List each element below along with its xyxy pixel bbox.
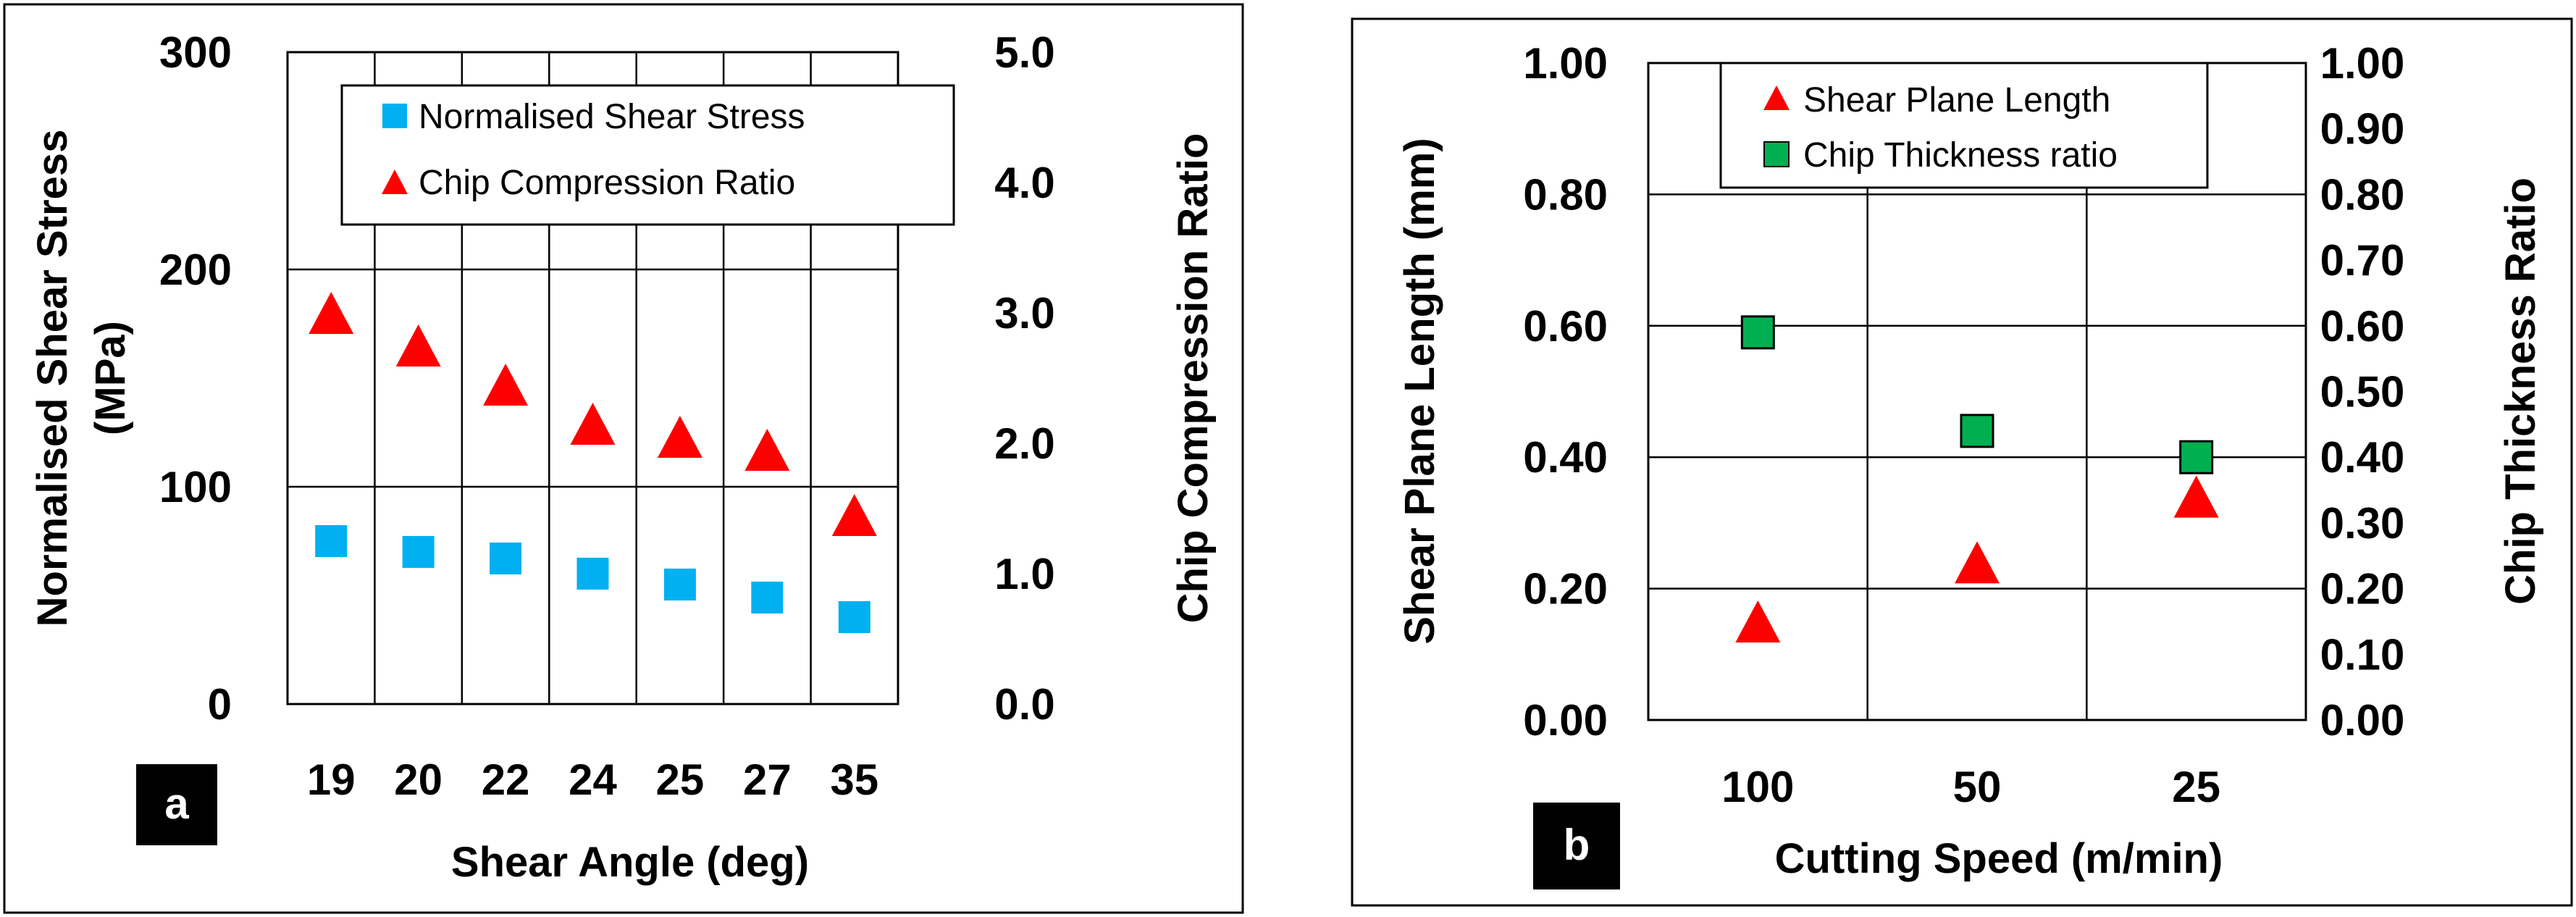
data-point-triangle (1735, 600, 1781, 642)
data-point-square (1740, 315, 1775, 350)
panel-a-legend-label-1: Normalised Shear Stress (419, 98, 805, 136)
panel-a-ylabel-line1: Normalised Shear Stress (29, 130, 76, 627)
data-point-square (751, 582, 784, 614)
panel-b-legend-box (1719, 62, 2209, 189)
x-tick-label: 100 (1721, 763, 1794, 811)
y2-tick-label: 0.40 (2320, 433, 2405, 482)
panel-a-legend-square-marker (382, 104, 407, 128)
panel-a-y2label: Chip Compression Ratio (1170, 133, 1217, 624)
y2-tick-label: 1.00 (2320, 39, 2405, 88)
data-point-square (1960, 414, 1994, 448)
panel-b-right-axis-ticks: 0.00 0.10 0.20 0.30 0.40 0.50 0.60 0.70 0.80 0.90… (2320, 39, 2405, 745)
y2-tick-label: 0.20 (2320, 565, 2405, 614)
panel-a-badge (136, 764, 217, 845)
y2-tick-label: 0.90 (2320, 105, 2405, 154)
y2-tick-label: 0.50 (2320, 368, 2405, 416)
data-point-triangle (395, 324, 441, 367)
panel-b-data-marks (1735, 315, 2219, 642)
panel-a-right-axis-ticks: 0.0 1.0 2.0 3.0 4.0 5.0 (994, 28, 1054, 729)
panel-b-badge (1533, 803, 1620, 889)
panel-b-xlabel: Cutting Speed (m/min) (1775, 835, 2223, 882)
data-point-triangle (309, 292, 354, 334)
x-tick-label: 50 (1953, 763, 2002, 811)
y-tick-label: 0 (208, 680, 232, 729)
data-point-square (838, 601, 870, 633)
panel-a-ylabel-line2: (MPa) (87, 321, 134, 435)
y2-tick-label: 0.0 (994, 680, 1054, 729)
x-tick-label: 24 (569, 755, 617, 804)
panel-a-left-axis-ticks: 0 100 200 300 (159, 28, 232, 729)
y-tick-label: 0.00 (1523, 696, 1608, 745)
panel-b-left-axis-ticks: 0.00 0.20 0.40 0.60 0.80 1.00 (1523, 39, 1608, 745)
panel-b-x-axis-ticks: 100 50 25 (1721, 763, 2220, 811)
y-tick-label: 200 (159, 246, 232, 294)
data-point-triangle (2173, 475, 2219, 518)
y2-tick-label: 0.80 (2320, 170, 2405, 219)
x-tick-label: 22 (482, 755, 530, 804)
y2-tick-label: 0.00 (2320, 696, 2405, 745)
panel-a-badge-label: a (164, 779, 189, 828)
chart-panel-b: 0.00 0.20 0.40 0.60 0.80 1.00 0.00 0.10 0.20 0.3… (1351, 17, 2573, 907)
y2-tick-label: 0.60 (2320, 302, 2405, 351)
y-tick-label: 0.60 (1523, 302, 1608, 351)
data-point-triangle (831, 494, 877, 536)
x-tick-label: 25 (656, 755, 705, 804)
x-tick-label: 35 (830, 755, 878, 804)
y-tick-label: 0.80 (1523, 170, 1608, 219)
y-tick-label: 1.00 (1523, 39, 1608, 88)
panel-b-badge-label: b (1564, 821, 1590, 869)
panel-b-legend-label-1: Shear Plane Length (1803, 81, 2110, 120)
y2-tick-label: 0.10 (2320, 630, 2405, 679)
data-point-square (315, 525, 348, 557)
data-point-square (2179, 440, 2214, 474)
y-tick-label: 100 (159, 463, 232, 511)
data-point-triangle (1955, 541, 2000, 584)
x-tick-label: 27 (743, 755, 792, 804)
panel-b-legend-triangle-marker (1763, 85, 1790, 110)
x-tick-label: 25 (2172, 763, 2220, 811)
y2-tick-label: 0.70 (2320, 236, 2405, 285)
x-tick-label: 20 (394, 755, 442, 804)
panel-a-legend: Normalised Shear Stress Chip Compression… (340, 84, 955, 226)
panel-a-plot-area (286, 51, 899, 705)
data-point-triangle (657, 416, 702, 458)
panel-a-x-axis-ticks: 19 20 22 24 25 27 35 (307, 755, 878, 804)
panel-b-y2label: Chip Thickness Ratio (2497, 177, 2544, 605)
data-point-square (490, 543, 522, 574)
panel-b-ylabel: Shear Plane Length (mm) (1396, 138, 1443, 644)
chart-panel-a: 0 100 200 300 0.0 1.0 2.0 3.0 4.0 5.0 19 20 22 24 25… (3, 3, 1244, 914)
y2-tick-label: 1.0 (994, 550, 1054, 598)
panel-b-legend-square-marker (1763, 141, 1790, 167)
panel-b-legend-label-2: Chip Thickness ratio (1803, 136, 2118, 175)
y-tick-label: 0.20 (1523, 565, 1608, 614)
data-point-triangle (483, 364, 529, 406)
y-tick-label: 300 (159, 28, 232, 77)
data-point-triangle (744, 429, 790, 471)
panel-a-legend-box (340, 84, 955, 226)
panel-a-data-marks (309, 292, 877, 633)
y2-tick-label: 5.0 (994, 28, 1054, 77)
panel-a-legend-triangle-marker (382, 169, 408, 194)
data-point-square (402, 536, 435, 568)
y2-tick-label: 3.0 (994, 289, 1054, 338)
panel-a-legend-label-2: Chip Compression Ratio (419, 164, 795, 202)
y2-tick-label: 0.30 (2320, 499, 2405, 548)
y2-tick-label: 2.0 (994, 419, 1054, 468)
data-point-square (576, 558, 609, 590)
y-tick-label: 0.40 (1523, 433, 1608, 482)
x-tick-label: 19 (307, 755, 356, 804)
panel-b-legend: Shear Plane Length Chip Thickness ratio (1719, 62, 2209, 189)
y2-tick-label: 4.0 (994, 159, 1054, 207)
panel-a-xlabel: Shear Angle (deg) (451, 839, 809, 886)
data-point-square (663, 569, 696, 600)
data-point-triangle (570, 403, 616, 445)
